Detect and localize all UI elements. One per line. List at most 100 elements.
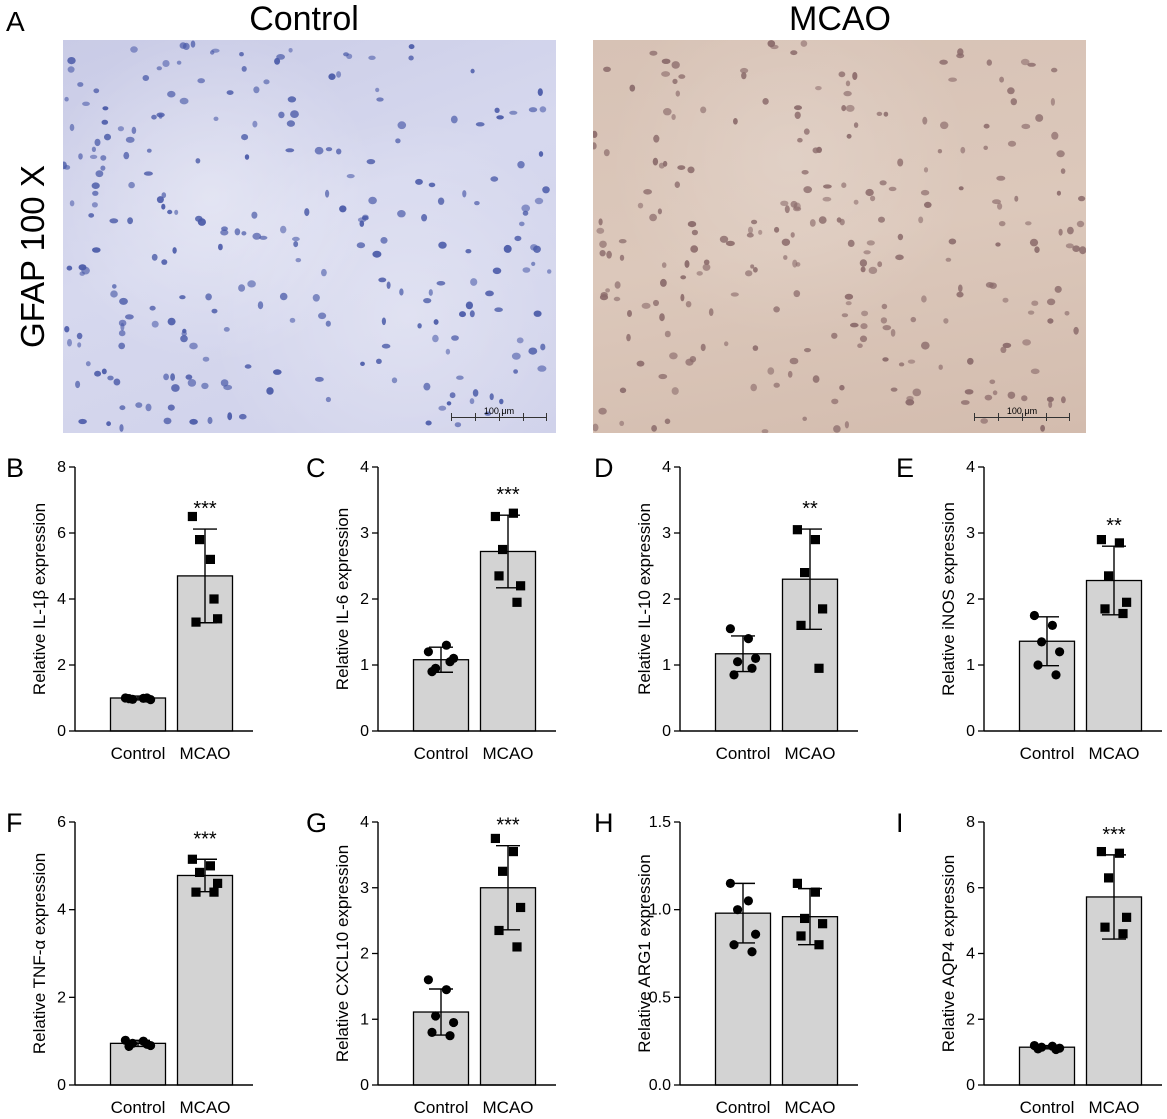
y-tick-label: 4 <box>966 946 975 963</box>
nucleus <box>881 303 888 310</box>
significance-label: ** <box>1106 515 1122 537</box>
nucleus <box>360 361 365 366</box>
nucleus <box>509 110 518 115</box>
nucleus <box>540 343 546 351</box>
micrograph-control: 100 μm <box>63 40 556 433</box>
nucleus <box>605 288 610 293</box>
nucleus <box>142 75 150 81</box>
nucleus <box>672 78 678 85</box>
nucleus <box>399 288 404 296</box>
nucleus <box>780 200 789 206</box>
nucleus <box>489 393 494 401</box>
nucleus <box>787 370 793 378</box>
y-tick-label: 0 <box>360 723 369 740</box>
nucleus <box>151 320 159 328</box>
nucleus <box>381 317 386 326</box>
nucleus <box>163 417 172 425</box>
nucleus <box>1022 339 1031 346</box>
nucleus <box>1025 221 1032 226</box>
nucleus <box>843 90 852 97</box>
nucleus <box>391 377 398 384</box>
nucleus <box>596 227 605 234</box>
data-point <box>498 866 508 876</box>
nucleus <box>286 120 295 127</box>
nucleus <box>167 90 176 98</box>
data-point <box>516 581 526 591</box>
nucleus <box>794 105 802 111</box>
nucleus <box>664 418 671 425</box>
x-tick-label: Control <box>716 1098 771 1117</box>
nucleus <box>652 157 659 166</box>
panel-letter: I <box>896 808 904 838</box>
nucleus <box>850 322 859 328</box>
x-tick-label: Control <box>1020 1098 1075 1117</box>
nucleus <box>1030 368 1040 375</box>
nucleus <box>662 160 668 167</box>
nucleus <box>125 136 135 143</box>
nucleus <box>135 402 143 408</box>
nucleus <box>669 352 678 360</box>
nucleus <box>724 341 729 347</box>
nucleus <box>719 235 729 243</box>
nucleus <box>995 242 1001 247</box>
nucleus <box>218 243 223 251</box>
nucleus <box>921 341 930 350</box>
nucleus <box>1040 424 1045 432</box>
nucleus <box>202 356 210 362</box>
nucleus <box>151 114 157 120</box>
data-point <box>1047 620 1057 631</box>
nucleus <box>247 280 256 288</box>
nucleus <box>964 389 974 395</box>
nucleus <box>653 134 660 143</box>
nucleus <box>906 395 914 402</box>
nucleus <box>102 106 109 111</box>
nucleus <box>783 255 788 260</box>
nucleus <box>593 423 599 432</box>
nucleus <box>295 258 302 263</box>
nucleus <box>92 247 101 253</box>
y-axis-label: Relative iNOS expression <box>939 502 958 696</box>
nucleus <box>815 86 822 91</box>
nucleus <box>100 155 107 161</box>
nucleus <box>339 205 347 213</box>
nucleus <box>844 421 849 429</box>
nucleus <box>664 330 671 338</box>
nucleus <box>989 379 996 385</box>
nucleus <box>456 375 464 380</box>
nucleus <box>833 425 841 433</box>
nucleus <box>69 123 75 132</box>
y-axis-label: Relative IL-6 expression <box>333 508 352 690</box>
nuclei-control-layer <box>63 40 552 432</box>
nucleus <box>496 115 504 120</box>
data-point <box>508 846 518 857</box>
data-point <box>1096 535 1106 545</box>
x-tick-label: MCAO <box>1089 744 1140 763</box>
nucleus <box>841 313 849 318</box>
bar-control <box>109 1042 167 1086</box>
chart-d: D Relative IL-10 expression 0 1 2 3 4 Control MC… <box>594 453 858 763</box>
nucleus <box>663 108 672 116</box>
nucleus <box>651 425 657 432</box>
nucleus <box>983 145 988 150</box>
data-point <box>1096 846 1106 857</box>
nucleus <box>125 314 134 320</box>
y-tick-label: 1 <box>360 1011 369 1028</box>
nucleus <box>77 342 82 348</box>
nucleus <box>381 343 391 349</box>
data-point <box>796 620 806 630</box>
y-tick-label: 4 <box>360 459 369 476</box>
nucleus <box>66 265 73 271</box>
nucleus <box>888 186 897 192</box>
nucleus <box>238 284 246 292</box>
panel-letter: C <box>306 453 326 483</box>
y-axis-label: Relative IL-1β expression <box>30 503 49 695</box>
nucleus <box>1078 195 1086 202</box>
nucleus <box>1007 140 1017 147</box>
data-point <box>810 535 820 545</box>
y-tick-label: 2 <box>57 989 66 1006</box>
nucleus <box>649 50 658 56</box>
data-point <box>195 535 205 545</box>
nucleus <box>91 202 98 208</box>
nuclei-mcao-layer <box>593 40 1086 433</box>
nucleus <box>528 107 538 113</box>
